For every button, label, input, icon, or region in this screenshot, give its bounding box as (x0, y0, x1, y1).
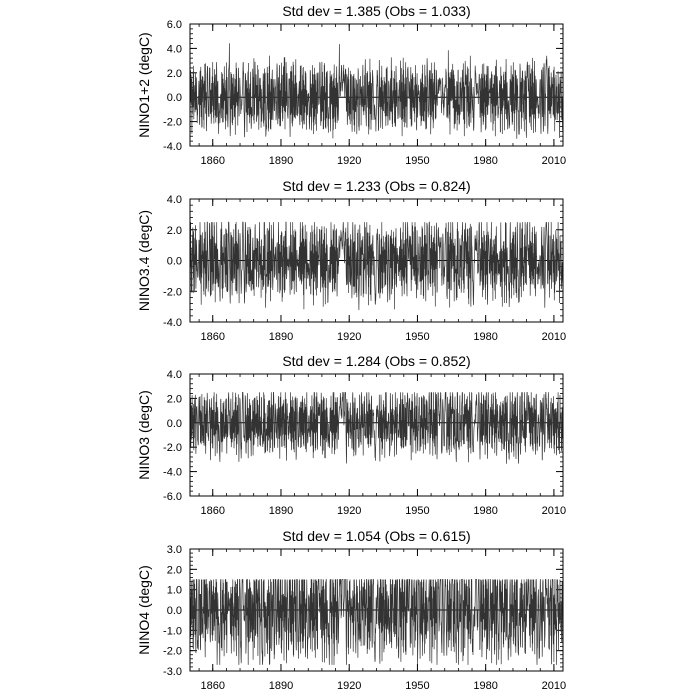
x-tick-label: 1980 (473, 155, 497, 167)
y-tick-label: -4.0 (163, 141, 182, 153)
x-tick-label: 1920 (337, 155, 361, 167)
plot-frame (189, 198, 564, 323)
y-tick-label: -2.0 (163, 286, 182, 298)
y-tick-label: 6.0 (167, 19, 182, 31)
series-line (189, 43, 564, 139)
y-tick-label: -2.0 (163, 117, 182, 129)
x-tick-label: 1950 (405, 680, 429, 692)
y-tick-label: 0.0 (167, 256, 182, 268)
y-tick-label: 3.0 (167, 544, 182, 556)
y-tick-label: 2.0 (167, 393, 182, 405)
y-tick-label: -4.0 (163, 467, 182, 479)
y-tick-label: -6.0 (163, 491, 182, 503)
y-tick-label: 0.0 (167, 605, 182, 617)
x-tick-label: 1950 (405, 505, 429, 517)
chart-title: Std dev = 1.233 (Obs = 0.824) (282, 178, 470, 194)
x-tick-label: 1920 (337, 331, 361, 343)
y-tick-label: 2.0 (167, 225, 182, 237)
series-line (189, 391, 564, 464)
y-tick-label: 2.0 (167, 564, 182, 576)
x-tick-label: 2010 (542, 680, 566, 692)
chart-title: Std dev = 1.054 (Obs = 0.615) (282, 528, 470, 544)
x-tick-label: 1890 (269, 680, 293, 692)
x-tick-label: 1980 (473, 680, 497, 692)
x-tick-label: 1890 (269, 331, 293, 343)
chart-panel-1: Std dev = 1.385 (Obs = 1.033) NINO1+2 (de… (136, 3, 566, 167)
x-tick-label: 1920 (337, 680, 361, 692)
plot-frame (189, 373, 564, 497)
chart-panel-2: Std dev = 1.233 (Obs = 0.824) NINO3.4 (de… (136, 178, 566, 343)
y-axis-label: NINO1+2 (degC) (136, 32, 152, 137)
y-tick-label: 0.0 (167, 92, 182, 104)
y-tick-label: -4.0 (163, 317, 182, 329)
y-tick-label: 1.0 (167, 585, 182, 597)
y-tick-label: 4.0 (167, 369, 182, 381)
x-tick-label: 1860 (201, 331, 225, 343)
x-tick-label: 2010 (542, 155, 566, 167)
x-tick-label: 1890 (269, 505, 293, 517)
chart-panel-3: Std dev = 1.284 (Obs = 0.852) NINO3 (degC… (136, 353, 566, 517)
y-tick-label: -3.0 (163, 666, 182, 678)
x-tick-label: 1890 (269, 155, 293, 167)
x-tick-label: 1860 (201, 680, 225, 692)
y-axis-label: NINO4 (degC) (136, 565, 152, 654)
x-tick-label: 1920 (337, 505, 361, 517)
series-line (189, 578, 564, 665)
x-tick-label: 1980 (473, 505, 497, 517)
y-tick-label: 4.0 (167, 194, 182, 206)
y-axis-label: NINO3 (degC) (136, 390, 152, 479)
chart-title: Std dev = 1.284 (Obs = 0.852) (282, 353, 470, 369)
y-tick-label: -2.0 (163, 646, 182, 658)
x-tick-label: 2010 (542, 331, 566, 343)
x-tick-label: 1950 (405, 331, 429, 343)
series-line (189, 221, 564, 311)
y-tick-label: 4.0 (167, 43, 182, 55)
x-tick-label: 2010 (542, 505, 566, 517)
chart-title: Std dev = 1.385 (Obs = 1.033) (282, 3, 470, 19)
y-tick-label: 2.0 (167, 68, 182, 80)
y-tick-label: -2.0 (163, 442, 182, 454)
y-tick-label: 0.0 (167, 418, 182, 430)
plot-frame (189, 548, 564, 672)
x-tick-label: 1860 (201, 155, 225, 167)
x-tick-label: 1860 (201, 505, 225, 517)
y-tick-label: -1.0 (163, 625, 182, 637)
x-tick-label: 1980 (473, 331, 497, 343)
plot-frame (189, 23, 564, 147)
y-axis-label: NINO3.4 (degC) (136, 210, 152, 311)
x-tick-label: 1950 (405, 155, 429, 167)
chart-panel-4: Std dev = 1.054 (Obs = 0.615) NINO4 (degC… (136, 528, 566, 692)
